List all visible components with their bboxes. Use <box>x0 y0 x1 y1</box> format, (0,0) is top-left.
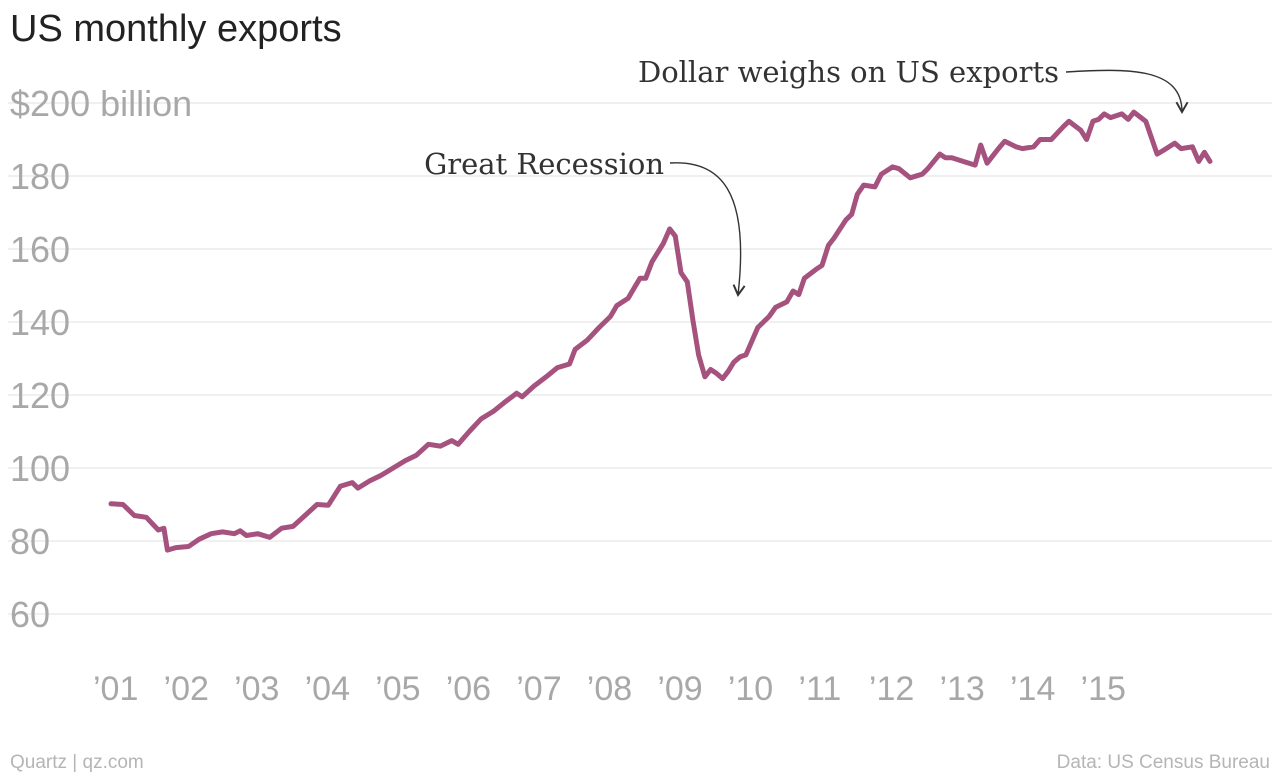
y-tick-label-100: 100 <box>10 448 70 489</box>
x-tick-label-2011: ’11 <box>798 670 841 708</box>
y-tick-label-200: $200 billion <box>10 83 192 124</box>
y-tick-label-180: 180 <box>10 156 70 197</box>
x-tick-label-2012: ’12 <box>869 670 914 708</box>
gridlines <box>8 102 1272 615</box>
y-tick-label-80: 80 <box>10 521 50 562</box>
annotation-arrow-great-recession <box>669 162 746 297</box>
annotation-dollar-weighs: Dollar weighs on US exports <box>638 55 1059 89</box>
x-axis-ticks: ’01 ’02 ’03 ’04 ’05 ’06 ’07 ’08 ’09 ’10 ’11 ’12 ’13 ’… <box>93 670 1126 708</box>
annotation-great-recession: Great Recession <box>424 147 664 181</box>
x-tick-label-2015: ’15 <box>1081 670 1126 708</box>
y-tick-label-140: 140 <box>10 302 70 343</box>
series-line-exports <box>108 109 1213 553</box>
y-tick-label-120: 120 <box>10 375 70 416</box>
annotation-arrow-dollar-weighs <box>1065 69 1189 114</box>
annotations: Great Recession Dollar weighs on US expo… <box>424 55 1189 297</box>
x-tick-label-2005: ’05 <box>375 670 420 708</box>
x-tick-label-2014: ’14 <box>1010 670 1055 708</box>
x-tick-label-2003: ’03 <box>234 670 279 708</box>
y-tick-label-60: 60 <box>10 594 50 635</box>
footer-source-right: Data: US Census Bureau <box>1056 752 1270 773</box>
footer-source-left: Quartz | qz.com <box>10 752 144 773</box>
chart-title: US monthly exports <box>10 8 342 50</box>
y-tick-label-160: 160 <box>10 229 70 270</box>
x-tick-label-2006: ’06 <box>446 670 491 708</box>
x-tick-label-2009: ’09 <box>657 670 702 708</box>
x-tick-label-2008: ’08 <box>587 670 632 708</box>
y-axis-ticks: 60 80 100 120 140 160 180 $200 billion <box>10 83 192 635</box>
x-tick-label-2004: ’04 <box>305 670 350 708</box>
series-layer <box>108 109 1213 553</box>
x-tick-label-2001: ’01 <box>93 670 138 708</box>
x-tick-label-2013: ’13 <box>939 670 984 708</box>
x-tick-label-2007: ’07 <box>516 670 561 708</box>
x-tick-label-2010: ’10 <box>728 670 773 708</box>
x-tick-label-2002: ’02 <box>164 670 209 708</box>
